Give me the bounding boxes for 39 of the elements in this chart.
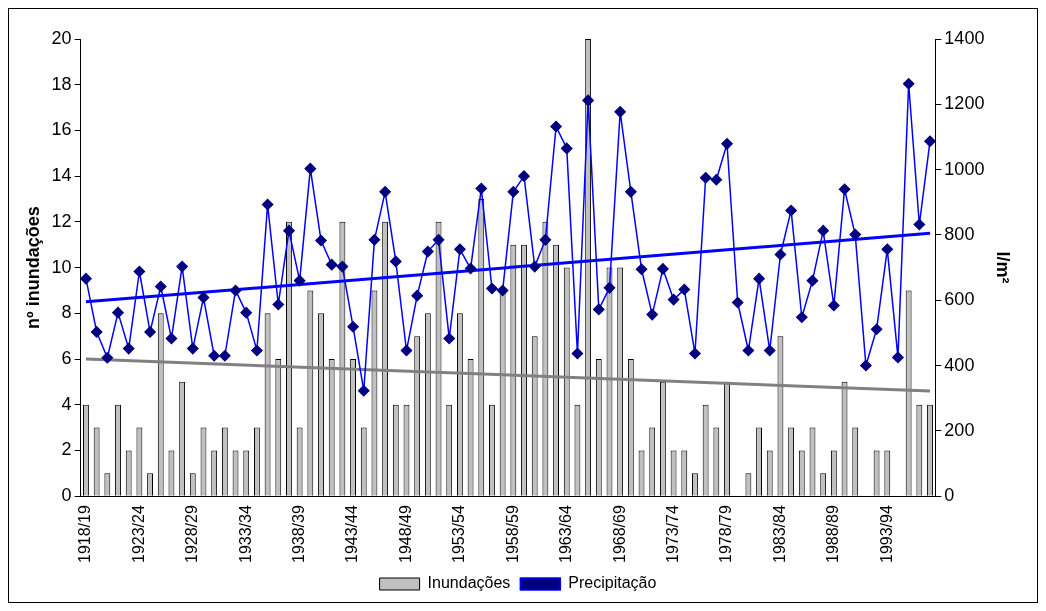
y-tick-label: 16 xyxy=(51,119,72,140)
x-tick-label: 1993/94 xyxy=(877,505,895,564)
y2-tick-label: 1400 xyxy=(944,27,985,48)
x-tick-label: 1943/44 xyxy=(343,505,361,564)
x-tick-label: 1933/34 xyxy=(236,505,254,564)
x-tick-label: 1928/29 xyxy=(183,505,201,564)
x-tick-label: 1963/64 xyxy=(557,505,575,564)
y-tick-label: 8 xyxy=(61,302,72,323)
y2-tick-label: 400 xyxy=(944,354,975,375)
y2-tick-label: 600 xyxy=(944,289,975,310)
x-tick-label: 1918/19 xyxy=(76,505,94,564)
x-tick-label: 1988/89 xyxy=(824,505,842,564)
y-tick-label: 14 xyxy=(51,165,72,186)
y-tick-label: 12 xyxy=(51,210,72,231)
x-tick-label: 1968/69 xyxy=(610,505,628,564)
y2-tick-label: 1000 xyxy=(944,158,985,179)
x-tick-label: 1953/54 xyxy=(450,505,468,564)
y2-tick-label: 200 xyxy=(944,419,975,440)
y2-tick-label: 800 xyxy=(944,223,975,244)
y-axis-title: nº inundações xyxy=(22,206,43,329)
x-tick-label: 1978/79 xyxy=(717,505,735,564)
y-tick-label: 10 xyxy=(51,256,72,277)
x-tick-label: 1973/74 xyxy=(664,505,681,564)
x-tick-label: 1958/59 xyxy=(503,505,521,564)
y2-tick-label: 0 xyxy=(944,485,955,506)
x-tick-label: 1948/49 xyxy=(396,505,414,564)
y-tick-label: 4 xyxy=(61,393,72,414)
y-tick-label: 0 xyxy=(61,485,72,506)
y2-axis-title: l/m² xyxy=(993,251,1014,284)
y2-tick-label: 1200 xyxy=(944,93,985,114)
y-tick-label: 6 xyxy=(61,347,72,368)
x-tick-label: 1983/84 xyxy=(770,505,788,564)
legend-label: Inundações xyxy=(427,574,511,592)
legend-label: Precipitação xyxy=(568,574,657,592)
y-tick-label: 20 xyxy=(51,27,72,48)
y-tick-label: 2 xyxy=(61,439,72,460)
y-tick-label: 18 xyxy=(51,73,72,94)
x-tick-label: 1923/24 xyxy=(129,505,147,564)
x-tick-label: 1938/39 xyxy=(290,505,308,564)
